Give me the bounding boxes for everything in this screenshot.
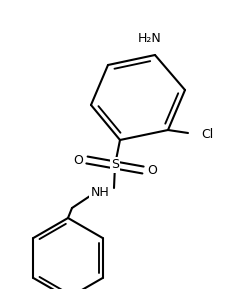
Text: S: S xyxy=(111,158,119,171)
Text: O: O xyxy=(73,153,83,166)
Text: H₂N: H₂N xyxy=(138,32,162,45)
Text: O: O xyxy=(147,164,157,177)
Text: NH: NH xyxy=(91,186,109,199)
Text: Cl: Cl xyxy=(201,129,213,142)
